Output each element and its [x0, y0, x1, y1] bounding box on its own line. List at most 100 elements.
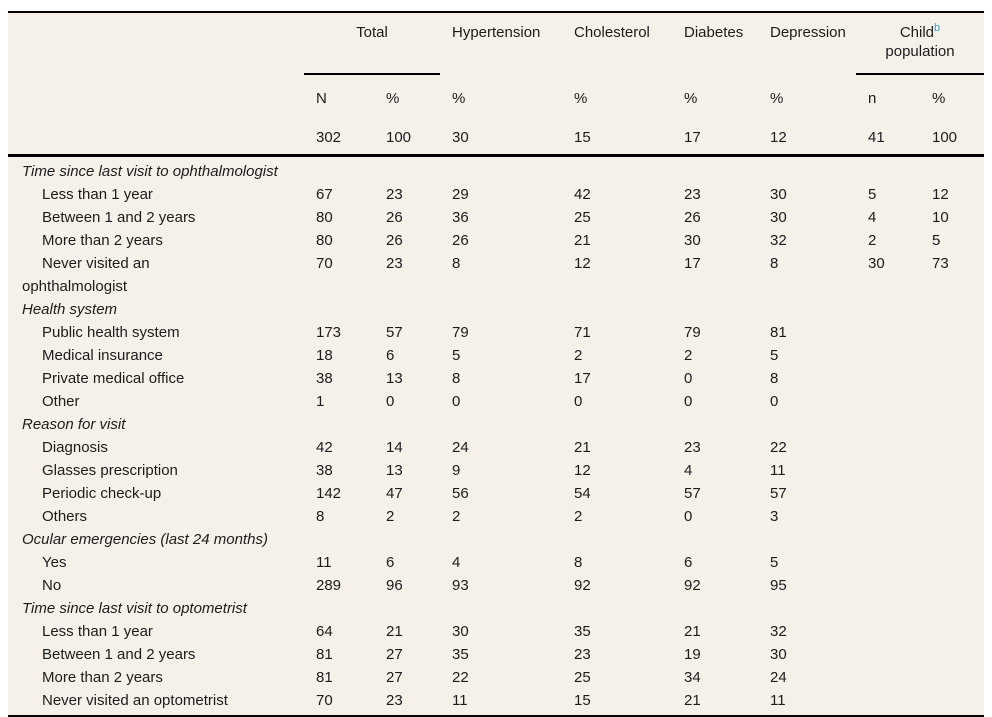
subheader-total-pct: %	[386, 90, 400, 107]
value-cell: 29	[452, 186, 469, 203]
value-cell: 5	[452, 347, 461, 364]
value-cell: 80	[316, 209, 333, 226]
empty-header-cell	[8, 114, 304, 157]
footnote-marker-b: b	[934, 22, 941, 34]
value-cell	[920, 390, 984, 413]
value-cell: 142	[316, 485, 342, 502]
table-row: Between 1 and 2 years 81 27 35 23 19 30	[8, 643, 984, 666]
value-cell: 8	[770, 370, 779, 387]
column-group-population-label: population	[885, 43, 955, 60]
subheader-child-pct: %	[932, 90, 946, 107]
table-row: More than 2 years 81 27 22 25 34 24	[8, 666, 984, 689]
child-pct-value: 100	[920, 114, 985, 157]
value-cell: 5	[868, 186, 877, 203]
value-cell: 71	[574, 324, 591, 341]
value-cell: 27	[386, 646, 403, 663]
value-cell: 64	[316, 623, 333, 640]
table-body: Time since last visit to ophthalmologist…	[8, 156, 984, 717]
value-cell: 95	[770, 577, 787, 594]
value-cell: 57	[770, 485, 787, 502]
row-label: Less than 1 year	[42, 623, 153, 640]
row-label: Others	[42, 508, 88, 525]
value-cell: 26	[386, 232, 403, 249]
value-cell: 23	[386, 186, 403, 203]
value-cell: 0	[684, 393, 693, 410]
value-cell: 21	[574, 232, 591, 249]
totals-row: 302 100 30 15 17 12 41 100	[8, 114, 985, 157]
table-row: Glasses prescription 38 13 9 12 4 11	[8, 459, 984, 482]
value-cell	[856, 459, 920, 482]
value-cell: 8	[574, 554, 583, 571]
table-row: Yes 11 6 4 8 6 5	[8, 551, 984, 574]
empty-header-cell	[8, 74, 304, 114]
value-cell: 4	[868, 209, 877, 226]
value-cell: 2	[452, 508, 461, 525]
value-cell: 30	[770, 209, 787, 226]
subheader-total-n: N	[316, 90, 327, 107]
row-label: Medical insurance	[42, 347, 163, 364]
value-cell: 11	[452, 692, 468, 709]
table-row: More than 2 years 80 26 26 21 30 32 2 5	[8, 229, 984, 252]
value-cell: 81	[770, 324, 787, 341]
subheader-child-n: n	[868, 90, 877, 107]
value-cell: 30	[770, 186, 787, 203]
value-cell: 11	[316, 554, 332, 571]
table-row: Between 1 and 2 years 80 26 36 25 26 30 4 10	[8, 206, 984, 229]
value-cell: 30	[684, 232, 701, 249]
section-title: Time since last visit to optometrist	[22, 600, 247, 617]
value-cell: 0	[684, 508, 693, 525]
column-group-total: Total	[304, 12, 440, 75]
row-label: Never visited an ophthalmologist	[22, 255, 150, 295]
value-cell: 15	[574, 692, 591, 709]
hypertension-base-value: 30	[440, 114, 562, 157]
value-cell	[856, 390, 920, 413]
row-label: Between 1 and 2 years	[42, 209, 196, 226]
value-cell: 57	[386, 324, 403, 341]
value-cell	[920, 367, 984, 390]
value-cell	[920, 574, 984, 597]
child-n-value: 41	[856, 114, 920, 157]
value-cell: 92	[574, 577, 591, 594]
value-cell: 173	[316, 324, 342, 341]
value-cell: 2	[386, 508, 395, 525]
value-cell	[920, 344, 984, 367]
column-group-row: Total Hypertension Cholesterol Diabetes …	[8, 12, 985, 75]
value-cell: 11	[770, 462, 786, 479]
value-cell	[856, 436, 920, 459]
row-label: More than 2 years	[42, 669, 163, 686]
value-cell: 0	[386, 393, 395, 410]
paper-table-container: Total Hypertension Cholesterol Diabetes …	[8, 11, 985, 717]
value-cell	[856, 367, 920, 390]
value-cell: 80	[316, 232, 333, 249]
value-cell	[856, 574, 920, 597]
value-cell: 30	[770, 646, 787, 663]
value-cell: 0	[452, 393, 461, 410]
empty-header-cell	[8, 12, 304, 74]
section-title-row: Ocular emergencies (last 24 months)	[8, 528, 984, 551]
sub-header-row: N % % % % % n %	[8, 74, 984, 114]
row-label: Public health system	[42, 324, 180, 341]
row-label: Other	[42, 393, 80, 410]
value-cell: 24	[770, 669, 787, 686]
value-cell	[856, 551, 920, 574]
table-row: Medical insurance 18 6 5 2 2 5	[8, 344, 984, 367]
value-cell: 73	[932, 255, 949, 272]
subheader-cholesterol-pct: %	[574, 90, 588, 107]
value-cell: 17	[684, 255, 701, 272]
row-label: Between 1 and 2 years	[42, 646, 196, 663]
column-group-child-label: Child	[899, 24, 935, 41]
value-cell: 10	[932, 209, 949, 226]
value-cell: 6	[684, 554, 693, 571]
section-title-row: Time since last visit to ophthalmologist	[8, 156, 984, 184]
value-cell	[920, 689, 984, 716]
value-cell: 13	[386, 370, 403, 387]
section-title: Reason for visit	[22, 416, 126, 433]
row-label: Private medical office	[42, 370, 185, 387]
value-cell: 4	[452, 554, 461, 571]
value-cell: 26	[452, 232, 469, 249]
section-title-row: Health system	[8, 298, 984, 321]
value-cell: 17	[574, 370, 591, 387]
section-title-row: Reason for visit	[8, 413, 984, 436]
value-cell	[856, 620, 920, 643]
value-cell: 42	[316, 439, 333, 456]
